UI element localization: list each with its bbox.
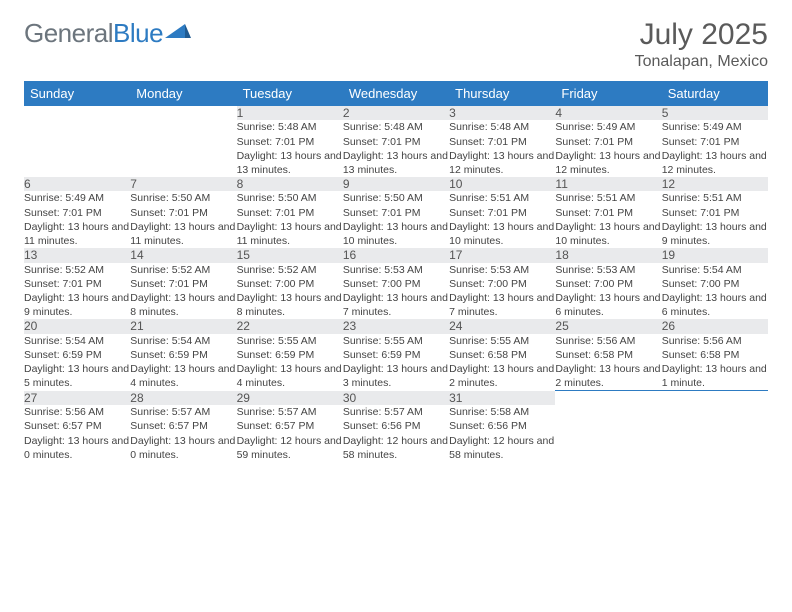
- day-detail: Sunrise: 5:49 AMSunset: 7:01 PMDaylight:…: [24, 191, 130, 248]
- day-number: 9: [343, 177, 449, 191]
- day-number-row: 6789101112: [24, 177, 768, 191]
- day-number: 20: [24, 319, 130, 333]
- day-detail: Sunrise: 5:49 AMSunset: 7:01 PMDaylight:…: [662, 120, 768, 177]
- day-number-row: 12345: [24, 106, 768, 120]
- day-number: 30: [343, 391, 449, 405]
- day-number-row: 2728293031: [24, 391, 768, 405]
- day-detail: Sunrise: 5:56 AMSunset: 6:58 PMDaylight:…: [662, 334, 768, 391]
- empty-cell: [662, 391, 768, 405]
- day-number: 21: [130, 319, 236, 333]
- weekday-header-row: Sunday Monday Tuesday Wednesday Thursday…: [24, 81, 768, 106]
- day-number: 11: [555, 177, 661, 191]
- day-number: 4: [555, 106, 661, 120]
- header-row: GeneralBlue July 2025 Tonalapan, Mexico: [24, 18, 768, 71]
- day-detail: Sunrise: 5:54 AMSunset: 6:59 PMDaylight:…: [130, 334, 236, 391]
- day-number: 22: [237, 319, 343, 333]
- col-monday: Monday: [130, 81, 236, 106]
- day-number-row: 20212223242526: [24, 319, 768, 333]
- empty-cell: [662, 405, 768, 462]
- day-number: 18: [555, 248, 661, 262]
- day-detail-row: Sunrise: 5:54 AMSunset: 6:59 PMDaylight:…: [24, 334, 768, 391]
- day-detail: Sunrise: 5:57 AMSunset: 6:57 PMDaylight:…: [237, 405, 343, 462]
- col-tuesday: Tuesday: [237, 81, 343, 106]
- day-detail: Sunrise: 5:52 AMSunset: 7:01 PMDaylight:…: [24, 263, 130, 320]
- day-detail: Sunrise: 5:48 AMSunset: 7:01 PMDaylight:…: [343, 120, 449, 177]
- col-sunday: Sunday: [24, 81, 130, 106]
- day-detail: Sunrise: 5:49 AMSunset: 7:01 PMDaylight:…: [555, 120, 661, 177]
- day-number: 12: [662, 177, 768, 191]
- day-number: 7: [130, 177, 236, 191]
- day-detail: Sunrise: 5:53 AMSunset: 7:00 PMDaylight:…: [343, 263, 449, 320]
- day-number: 17: [449, 248, 555, 262]
- day-number: 5: [662, 106, 768, 120]
- location-label: Tonalapan, Mexico: [635, 53, 768, 71]
- day-number: 3: [449, 106, 555, 120]
- day-number: 29: [237, 391, 343, 405]
- day-detail: Sunrise: 5:56 AMSunset: 6:58 PMDaylight:…: [555, 334, 661, 391]
- day-detail: Sunrise: 5:55 AMSunset: 6:59 PMDaylight:…: [237, 334, 343, 391]
- day-detail: Sunrise: 5:51 AMSunset: 7:01 PMDaylight:…: [449, 191, 555, 248]
- day-detail: Sunrise: 5:51 AMSunset: 7:01 PMDaylight:…: [555, 191, 661, 248]
- day-detail: Sunrise: 5:53 AMSunset: 7:00 PMDaylight:…: [449, 263, 555, 320]
- day-detail: Sunrise: 5:52 AMSunset: 7:01 PMDaylight:…: [130, 263, 236, 320]
- day-detail: Sunrise: 5:50 AMSunset: 7:01 PMDaylight:…: [130, 191, 236, 248]
- day-detail: Sunrise: 5:55 AMSunset: 6:59 PMDaylight:…: [343, 334, 449, 391]
- day-number: 8: [237, 177, 343, 191]
- day-detail-row: Sunrise: 5:52 AMSunset: 7:01 PMDaylight:…: [24, 263, 768, 320]
- day-number: 23: [343, 319, 449, 333]
- day-number: 10: [449, 177, 555, 191]
- logo-triangle-icon: [165, 20, 191, 40]
- day-detail: Sunrise: 5:57 AMSunset: 6:56 PMDaylight:…: [343, 405, 449, 462]
- day-detail-row: Sunrise: 5:56 AMSunset: 6:57 PMDaylight:…: [24, 405, 768, 462]
- empty-cell: [130, 120, 236, 177]
- brand-part2: Blue: [113, 18, 163, 49]
- day-number: 26: [662, 319, 768, 333]
- brand-part1: General: [24, 18, 113, 49]
- col-friday: Friday: [555, 81, 661, 106]
- day-detail: Sunrise: 5:56 AMSunset: 6:57 PMDaylight:…: [24, 405, 130, 462]
- day-number: 19: [662, 248, 768, 262]
- day-number: 27: [24, 391, 130, 405]
- day-detail: Sunrise: 5:50 AMSunset: 7:01 PMDaylight:…: [237, 191, 343, 248]
- day-detail: Sunrise: 5:50 AMSunset: 7:01 PMDaylight:…: [343, 191, 449, 248]
- day-detail: Sunrise: 5:58 AMSunset: 6:56 PMDaylight:…: [449, 405, 555, 462]
- day-detail: Sunrise: 5:52 AMSunset: 7:00 PMDaylight:…: [237, 263, 343, 320]
- day-number-row: 13141516171819: [24, 248, 768, 262]
- col-wednesday: Wednesday: [343, 81, 449, 106]
- day-number: 24: [449, 319, 555, 333]
- day-number: 31: [449, 391, 555, 405]
- empty-cell: [555, 405, 661, 462]
- day-number: 2: [343, 106, 449, 120]
- col-saturday: Saturday: [662, 81, 768, 106]
- empty-cell: [24, 120, 130, 177]
- day-detail: Sunrise: 5:53 AMSunset: 7:00 PMDaylight:…: [555, 263, 661, 320]
- day-detail-row: Sunrise: 5:48 AMSunset: 7:01 PMDaylight:…: [24, 120, 768, 177]
- day-detail: Sunrise: 5:48 AMSunset: 7:01 PMDaylight:…: [237, 120, 343, 177]
- day-number: 15: [237, 248, 343, 262]
- title-block: July 2025 Tonalapan, Mexico: [635, 18, 768, 71]
- day-number: 13: [24, 248, 130, 262]
- calendar-body: 12345Sunrise: 5:48 AMSunset: 7:01 PMDayl…: [24, 106, 768, 462]
- empty-cell: [130, 106, 236, 120]
- day-detail-row: Sunrise: 5:49 AMSunset: 7:01 PMDaylight:…: [24, 191, 768, 248]
- col-thursday: Thursday: [449, 81, 555, 106]
- day-number: 25: [555, 319, 661, 333]
- calendar-page: GeneralBlue July 2025 Tonalapan, Mexico …: [0, 0, 792, 462]
- empty-cell: [24, 106, 130, 120]
- day-number: 1: [237, 106, 343, 120]
- day-number: 14: [130, 248, 236, 262]
- day-detail: Sunrise: 5:51 AMSunset: 7:01 PMDaylight:…: [662, 191, 768, 248]
- month-title: July 2025: [635, 18, 768, 51]
- calendar-table: Sunday Monday Tuesday Wednesday Thursday…: [24, 81, 768, 462]
- brand-logo: GeneralBlue: [24, 18, 191, 49]
- day-detail: Sunrise: 5:54 AMSunset: 6:59 PMDaylight:…: [24, 334, 130, 391]
- day-detail: Sunrise: 5:48 AMSunset: 7:01 PMDaylight:…: [449, 120, 555, 177]
- day-detail: Sunrise: 5:57 AMSunset: 6:57 PMDaylight:…: [130, 405, 236, 462]
- day-detail: Sunrise: 5:54 AMSunset: 7:00 PMDaylight:…: [662, 263, 768, 320]
- day-detail: Sunrise: 5:55 AMSunset: 6:58 PMDaylight:…: [449, 334, 555, 391]
- empty-cell: [555, 391, 661, 405]
- day-number: 6: [24, 177, 130, 191]
- day-number: 16: [343, 248, 449, 262]
- day-number: 28: [130, 391, 236, 405]
